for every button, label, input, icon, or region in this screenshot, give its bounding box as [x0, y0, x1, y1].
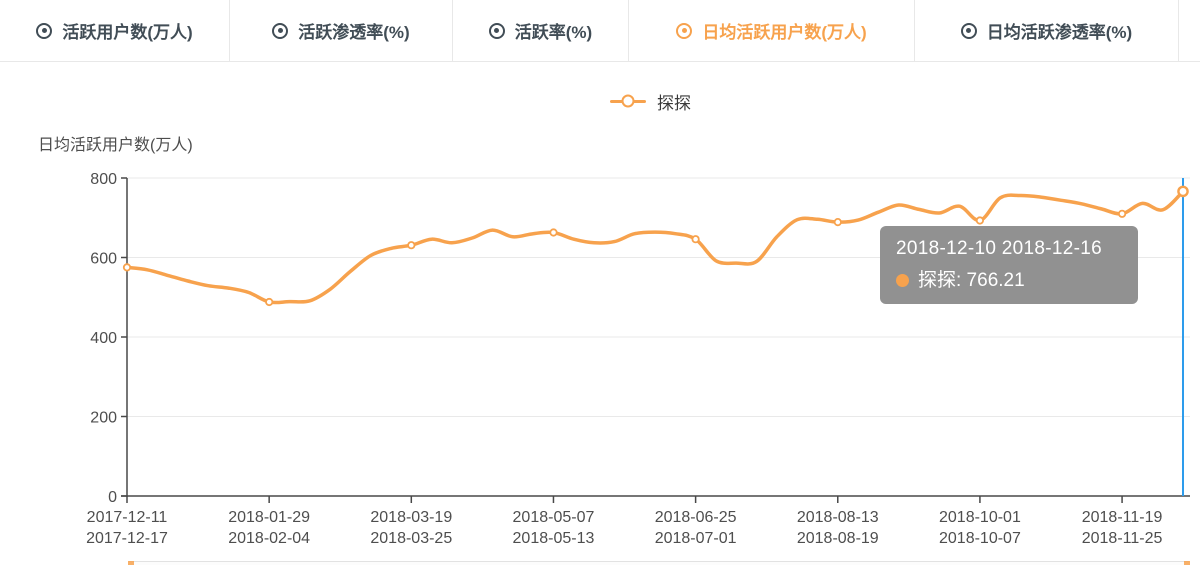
- metric-tabbar: 活跃用户数(万人) 活跃渗透率(%) 活跃率(%) 日均活跃用户数(万人) 日均…: [0, 0, 1200, 62]
- datazoom-slider[interactable]: [128, 561, 1190, 565]
- data-point-marker: [691, 235, 700, 244]
- x-tick-label: 2018-06-25 2018-07-01: [655, 509, 737, 547]
- radio-icon: [272, 22, 289, 39]
- tab-label: 活跃渗透率(%): [298, 23, 410, 42]
- legend-circle-icon: [621, 94, 635, 108]
- x-tick-label: 2018-01-29 2018-02-04: [228, 509, 310, 547]
- y-axis-title: 日均活跃用户数(万人): [38, 137, 193, 154]
- series-dot-icon: [896, 274, 909, 287]
- tab-daily-active-penetration[interactable]: 日均活跃渗透率(%): [915, 0, 1179, 61]
- y-tick-label: 0: [108, 489, 117, 506]
- tooltip-series-value: 探探: 766.21: [918, 270, 1025, 291]
- legend-label: 探探: [657, 93, 691, 113]
- legend-item-tantan[interactable]: 探探: [610, 90, 691, 113]
- tab-daily-active-users[interactable]: 日均活跃用户数(万人): [629, 0, 915, 61]
- series-markers: [122, 185, 1189, 307]
- data-point-marker: [407, 241, 416, 250]
- x-axis: 2017-12-11 2017-12-17 2018-01-29 2018-02-04…: [86, 495, 1190, 547]
- tab-label: 活跃率(%): [514, 23, 593, 42]
- y-tick-label: 800: [90, 171, 117, 188]
- x-tick-label: 2018-08-13 2018-08-19: [797, 509, 879, 547]
- gridlines: [127, 177, 1190, 417]
- tab-label: 活跃用户数(万人): [62, 23, 193, 42]
- chart-tooltip: 2018-12-10 2018-12-16 探探: 766.21: [880, 226, 1138, 304]
- x-tick-label: 2018-03-19 2018-03-25: [370, 509, 452, 547]
- radio-icon: [960, 22, 977, 39]
- tab-active-rate[interactable]: 活跃率(%): [453, 0, 629, 61]
- datazoom-left-handle[interactable]: [128, 561, 134, 565]
- y-tick-label: 200: [90, 410, 117, 427]
- x-tick-label: 2018-11-19 2018-11-25: [1082, 509, 1163, 547]
- datazoom-right-handle[interactable]: [1184, 561, 1190, 565]
- radio-icon-selected: [676, 22, 693, 39]
- radio-icon: [36, 22, 53, 39]
- tooltip-date-range: 2018-12-10 2018-12-16: [896, 238, 1102, 259]
- legend-line-marker-icon: [610, 94, 646, 108]
- tab-active-users[interactable]: 活跃用户数(万人): [0, 0, 230, 61]
- data-point-marker: [265, 297, 274, 307]
- data-point-marker: [975, 216, 985, 225]
- x-tick-label: 2017-12-11 2017-12-17: [86, 509, 168, 547]
- hovered-point-marker: [1177, 185, 1189, 198]
- data-point-marker: [122, 263, 132, 272]
- data-point-marker: [833, 218, 842, 227]
- radio-icon: [488, 22, 505, 39]
- series-line-tantan: [125, 189, 1185, 305]
- y-axis: 0 200 400 600 800: [90, 171, 128, 506]
- data-point-marker: [549, 228, 558, 237]
- data-point-marker: [1118, 209, 1127, 218]
- y-tick-label: 600: [90, 251, 117, 268]
- y-tick-label: 400: [90, 330, 117, 347]
- tab-label: 日均活跃用户数(万人): [702, 23, 867, 42]
- tab-active-penetration[interactable]: 活跃渗透率(%): [230, 0, 453, 61]
- x-tick-label: 2018-05-07 2018-05-13: [513, 509, 595, 547]
- x-tick-label: 2018-10-01 2018-10-07: [939, 509, 1021, 547]
- tab-label: 日均活跃渗透率(%): [986, 23, 1133, 42]
